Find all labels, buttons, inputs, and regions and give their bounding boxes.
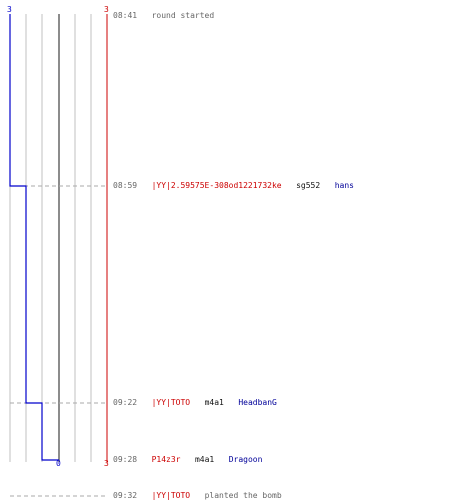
weapon-name: sg552: [296, 181, 321, 190]
event-time: 09:28: [113, 455, 138, 464]
event-time: 08:59: [113, 181, 138, 190]
blue-team-alive-line: [9, 14, 59, 461]
event-kill: 08:59 |YY|2.59575E-308od1221732ke sg552 …: [113, 180, 354, 192]
blue-team-end-count: 0: [56, 459, 61, 468]
victim-name: Dragoon: [228, 455, 263, 464]
red-team-end-count: 3: [104, 459, 109, 468]
weapon-name: m4a1: [204, 398, 224, 407]
killer-name: P14z3r: [151, 455, 181, 464]
blue-team-start-count: 3: [7, 5, 12, 14]
event-time: 08:41: [113, 11, 138, 20]
event-kill: 09:28 P14z3r m4a1 Dragoon: [113, 454, 262, 466]
red-team-start-count: 3: [104, 5, 109, 14]
event-description: planted the bomb: [204, 491, 282, 500]
player-name: |YY|TOTO: [151, 491, 191, 500]
event-description: round started: [151, 11, 215, 20]
event-kill: 09:22 |YY|TOTO m4a1 HeadbanG: [113, 397, 277, 409]
event-time: 09:32: [113, 491, 138, 500]
victim-name: HeadbanG: [238, 398, 277, 407]
weapon-name: m4a1: [194, 455, 215, 464]
event-time: 09:22: [113, 398, 138, 407]
event-bomb-plant: 09:32 |YY|TOTO planted the bomb: [113, 490, 282, 502]
event-round-start: 08:41 round started: [113, 10, 214, 22]
killer-name: |YY|2.59575E-308od1221732ke: [151, 181, 282, 190]
killer-name: |YY|TOTO: [151, 398, 191, 407]
victim-name: hans: [334, 181, 354, 190]
